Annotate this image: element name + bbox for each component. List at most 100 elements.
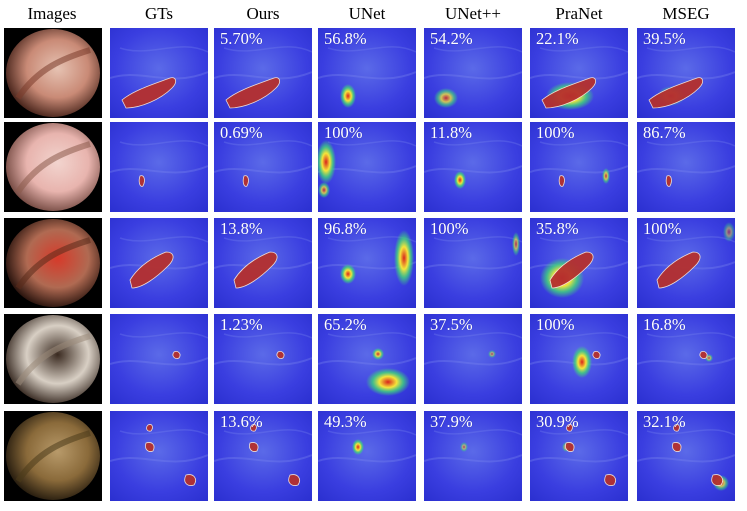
endoscopy-image <box>4 28 102 118</box>
lesion-mask <box>592 351 601 359</box>
heatmap-blob <box>572 346 592 378</box>
score-label: 65.2% <box>324 315 367 334</box>
endoscopy-image <box>4 218 102 308</box>
score-label: 86.7% <box>643 123 686 142</box>
score-label: 96.8% <box>324 219 367 238</box>
score-label: 35.8% <box>536 219 579 238</box>
lesion-mask <box>549 251 594 289</box>
ground-truth-map <box>110 314 208 404</box>
endoscopy-image <box>4 411 102 501</box>
lesion-mask <box>145 442 155 452</box>
prediction-map-pranet: 30.9% <box>530 411 628 501</box>
lesion-mask <box>242 175 249 187</box>
lesion-mask <box>146 424 153 432</box>
header-pranet: PraNet <box>555 4 603 23</box>
heatmap-blob <box>366 368 410 396</box>
prediction-map-ours: 0.69% <box>214 122 312 212</box>
score-label: 0.69% <box>220 123 263 142</box>
lesion-mask <box>673 424 680 432</box>
heatmap-blob <box>372 348 384 360</box>
lesion-mask <box>711 474 723 486</box>
heatmap-blob <box>318 140 336 184</box>
prediction-map-unet: 49.3% <box>318 411 416 501</box>
header-gts: GTs <box>144 4 174 23</box>
prediction-map-ours: 1.23% <box>214 314 312 404</box>
lesion-mask <box>233 251 278 289</box>
score-label: 16.8% <box>643 315 686 334</box>
prediction-map-pranet: 22.1% <box>530 28 628 118</box>
prediction-map-pranet: 100% <box>530 314 628 404</box>
lesion-mask <box>172 351 181 359</box>
ground-truth-map <box>110 218 208 308</box>
lesion-mask <box>699 351 708 359</box>
endoscopy-image <box>4 122 102 212</box>
score-label: 1.23% <box>220 315 263 334</box>
heatmap-blob <box>723 222 735 242</box>
header-unetpp: UNet++ <box>445 4 501 23</box>
score-label: 56.8% <box>324 29 367 48</box>
header-images: Images <box>27 4 77 23</box>
header-mseg: MSEG <box>662 4 710 23</box>
ground-truth-map <box>110 122 208 212</box>
prediction-map-ours: 13.8% <box>214 218 312 308</box>
heatmap-blob <box>602 168 610 184</box>
score-label: 100% <box>430 219 469 238</box>
prediction-map-ours: 5.70% <box>214 28 312 118</box>
prediction-map-unet: 56.8% <box>318 28 416 118</box>
lesion-mask <box>129 251 174 289</box>
score-label: 54.2% <box>430 29 473 48</box>
prediction-map-unet: 100% <box>318 122 416 212</box>
lesion-mask <box>121 77 176 109</box>
score-label: 49.3% <box>324 412 367 431</box>
prediction-map-pranet: 35.8% <box>530 218 628 308</box>
heatmap-blob <box>340 264 356 284</box>
prediction-map-unetpp: 11.8% <box>424 122 522 212</box>
heatmap-blob <box>454 171 466 189</box>
score-label: 30.9% <box>536 412 579 431</box>
score-label: 100% <box>643 219 682 238</box>
prediction-map-ours: 13.6% <box>214 411 312 501</box>
heatmap-blob <box>318 182 330 198</box>
prediction-map-mseg: 32.1% <box>637 411 735 501</box>
score-label: 100% <box>324 123 363 142</box>
score-label: 5.70% <box>220 29 263 48</box>
ground-truth-map <box>110 411 208 501</box>
lesion-mask <box>604 474 616 486</box>
score-label: 37.5% <box>430 315 473 334</box>
lesion-mask <box>541 77 596 109</box>
prediction-map-unetpp: 54.2% <box>424 28 522 118</box>
heatmap-blob <box>394 230 414 286</box>
prediction-map-mseg: 100% <box>637 218 735 308</box>
score-label: 100% <box>536 315 575 334</box>
score-label: 32.1% <box>643 412 686 431</box>
lesion-mask <box>665 175 672 187</box>
heatmap-blob <box>460 442 468 452</box>
lesion-mask <box>656 251 701 289</box>
header-unet: UNet <box>348 4 386 23</box>
score-label: 37.9% <box>430 412 473 431</box>
lesion-mask <box>288 474 300 486</box>
lesion-mask <box>648 77 703 109</box>
lesion-mask <box>250 424 257 432</box>
prediction-map-unet: 96.8% <box>318 218 416 308</box>
prediction-map-unetpp: 37.9% <box>424 411 522 501</box>
heatmap-blob <box>352 439 364 455</box>
lesion-mask <box>249 442 259 452</box>
lesion-mask <box>276 351 285 359</box>
prediction-map-unetpp: 37.5% <box>424 314 522 404</box>
lesion-mask <box>184 474 196 486</box>
heatmap-blob <box>488 350 496 358</box>
prediction-map-unet: 65.2% <box>318 314 416 404</box>
score-label: 13.6% <box>220 412 263 431</box>
lesion-mask <box>138 175 145 187</box>
score-label: 13.8% <box>220 219 263 238</box>
header-ours: Ours <box>246 4 280 23</box>
prediction-map-mseg: 86.7% <box>637 122 735 212</box>
prediction-map-mseg: 16.8% <box>637 314 735 404</box>
prediction-map-mseg: 39.5% <box>637 28 735 118</box>
lesion-mask <box>566 424 573 432</box>
score-label: 22.1% <box>536 29 579 48</box>
heatmap-blob <box>512 232 520 256</box>
score-label: 11.8% <box>430 123 473 142</box>
prediction-map-unetpp: 100% <box>424 218 522 308</box>
